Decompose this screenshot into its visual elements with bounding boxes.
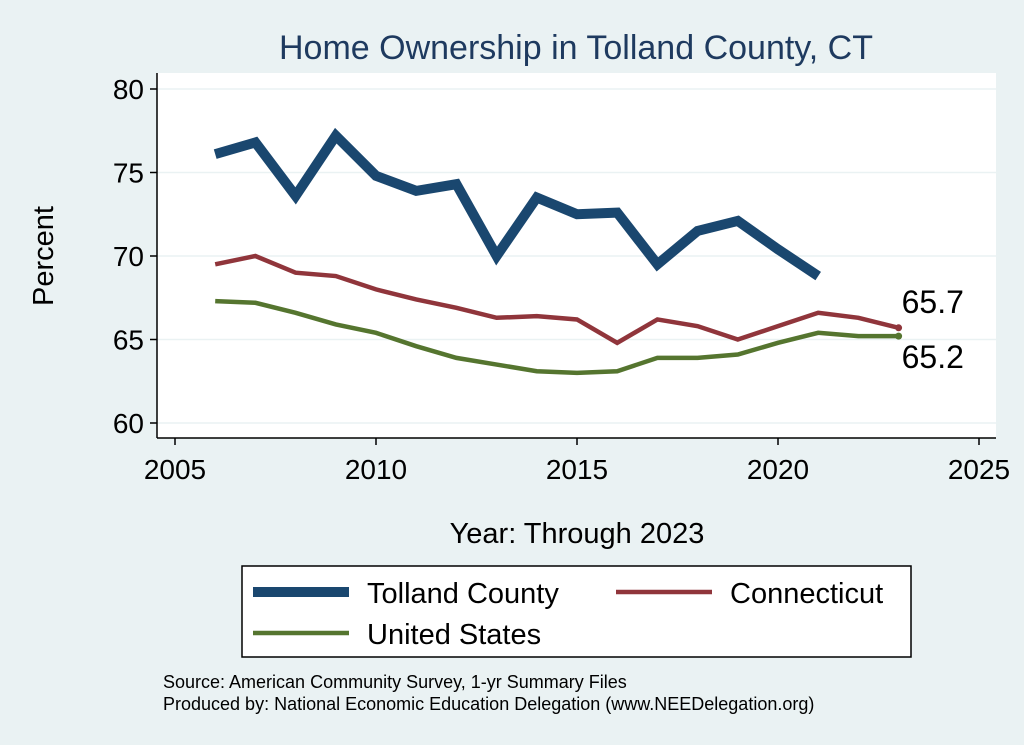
x-axis-label: Year: Through 2023 [450, 518, 705, 550]
legend-label: Connecticut [730, 578, 883, 610]
end-marker [895, 324, 903, 332]
end-label: 65.7 [902, 284, 964, 320]
series-line-tolland-county [213, 127, 821, 281]
legend: Tolland County Connecticut United States [241, 565, 912, 658]
legend-label: Tolland County [367, 578, 559, 610]
y-axis-label: Percent [28, 206, 60, 306]
y-tick-label: 70 [113, 241, 144, 272]
legend-box [241, 565, 912, 658]
y-tick-label: 60 [113, 408, 144, 439]
y-tick-label: 80 [113, 74, 144, 105]
y-tick-label: 75 [113, 158, 144, 189]
legend-label: United States [367, 619, 541, 651]
x-tick-label: 2015 [546, 454, 608, 485]
x-tick-label: 2020 [747, 454, 809, 485]
end-label: 65.2 [902, 339, 964, 375]
series-line-united-states [215, 298, 899, 376]
x-tick-label: 2010 [345, 454, 407, 485]
x-tick-label: 2025 [948, 454, 1010, 485]
y-tick-label: 65 [113, 325, 144, 356]
series-line-connecticut [214, 253, 900, 346]
source-note: Source: American Community Survey, 1-yr … [163, 672, 627, 692]
x-tick-label: 2005 [144, 454, 206, 485]
chart-title: Home Ownership in Tolland County, CT [279, 29, 873, 67]
end-marker [895, 332, 903, 340]
produced-by-note: Produced by: National Economic Education… [163, 694, 814, 714]
